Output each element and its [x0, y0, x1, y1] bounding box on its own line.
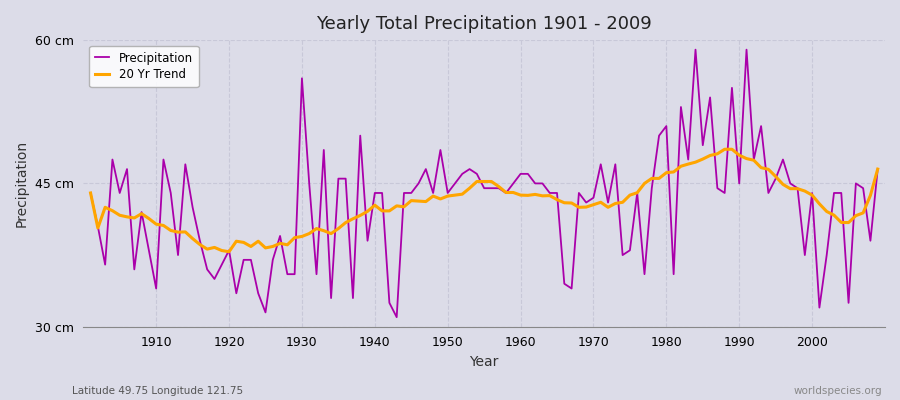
Precipitation [143, 248, 154, 253]
20 Yr Trend [355, 213, 365, 218]
X-axis label: Year: Year [470, 355, 499, 369]
Title: Yearly Total Precipitation 1901 - 2009: Yearly Total Precipitation 1901 - 2009 [316, 15, 652, 33]
Precipitation [872, 167, 883, 172]
Precipitation [523, 172, 534, 176]
Y-axis label: Precipitation: Precipitation [15, 140, 29, 227]
Precipitation [515, 172, 526, 176]
20 Yr Trend [143, 216, 154, 221]
20 Yr Trend [719, 147, 730, 152]
20 Yr Trend [311, 226, 322, 231]
Legend: Precipitation, 20 Yr Trend: Precipitation, 20 Yr Trend [89, 46, 199, 87]
20 Yr Trend [523, 193, 534, 198]
Precipitation [392, 315, 402, 320]
Line: 20 Yr Trend: 20 Yr Trend [91, 149, 878, 252]
20 Yr Trend [872, 167, 883, 172]
Precipitation [86, 190, 96, 195]
20 Yr Trend [86, 190, 96, 195]
Precipitation [690, 47, 701, 52]
Precipitation [304, 181, 315, 186]
20 Yr Trend [515, 193, 526, 198]
Text: worldspecies.org: worldspecies.org [794, 386, 882, 396]
20 Yr Trend [223, 249, 234, 254]
Line: Precipitation: Precipitation [91, 50, 878, 317]
Precipitation [347, 296, 358, 300]
20 Yr Trend [610, 201, 621, 206]
Text: Latitude 49.75 Longitude 121.75: Latitude 49.75 Longitude 121.75 [72, 386, 243, 396]
Precipitation [610, 162, 621, 167]
